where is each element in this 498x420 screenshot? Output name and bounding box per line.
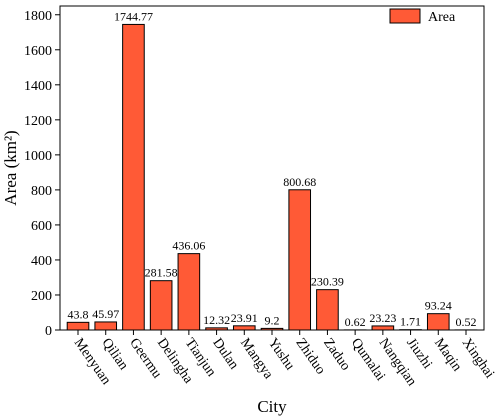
y-tick-label: 0 (45, 324, 52, 339)
data-label-nangqian: 23.23 (369, 311, 396, 325)
y-tick-label: 1600 (24, 44, 52, 59)
bar-menyuan (66, 321, 90, 331)
bar-geermu (122, 23, 145, 331)
y-tick-label: 600 (31, 219, 52, 234)
data-label-qumalai: 0.62 (345, 315, 366, 329)
data-label-yushu: 9.2 (265, 313, 280, 327)
data-label-tianjun: 436.06 (172, 239, 205, 253)
data-label-maqin: 93.24 (425, 299, 452, 313)
data-label-zaduo: 230.39 (311, 275, 344, 289)
y-tick-label: 1200 (24, 114, 52, 129)
data-labels: 43.8 45.97 1744.77 281.58 436.06 12.32 23.91 9.… (68, 9, 477, 328)
data-label-delingha: 281.58 (145, 266, 178, 280)
data-label-xinghai: 0.52 (455, 315, 476, 329)
data-label-qilian: 45.97 (92, 307, 119, 321)
legend-swatch (389, 8, 421, 24)
bar-delingha (149, 280, 173, 331)
legend-label: Area (428, 10, 456, 25)
y-tick-label: 1800 (24, 9, 52, 24)
data-label-menyuan: 43.8 (68, 307, 89, 321)
legend: Area (389, 8, 456, 25)
x-axis-title: City (257, 397, 287, 416)
data-label-mangya: 23.91 (231, 311, 258, 325)
plot-frame (59, 5, 485, 331)
y-tick-label: 400 (31, 254, 52, 269)
y-axis-title: Area (km²) (1, 130, 20, 205)
data-label-jiuzhi: 1.71 (400, 315, 421, 329)
bar-tianjun (177, 253, 201, 331)
y-tick-label: 200 (31, 289, 52, 304)
bar-mangya (232, 325, 256, 331)
y-tick-label: 1000 (24, 149, 52, 164)
bars (66, 23, 478, 331)
x-axis-ticks: MenyuanQilianGeermuDelinghaTianjunDulanM… (71, 330, 497, 389)
data-label-zhiduo: 800.68 (283, 175, 316, 189)
bar-maqin (426, 313, 450, 331)
bar-zaduo (316, 289, 339, 331)
bar-zhiduo (288, 189, 312, 331)
data-label-geermu: 1744.77 (114, 9, 153, 23)
y-tick-label: 800 (31, 184, 52, 199)
y-tick-label: 1400 (24, 79, 52, 94)
x-tick-label-maqin: Maqin (431, 336, 464, 375)
bar-nangqian (371, 325, 395, 331)
x-tick-label-xinghai: Xinghai (459, 336, 497, 382)
bar-qilian (94, 321, 118, 331)
y-axis-ticks: 0 200 400 600 800 1000 1200 1400 1600 1800 (24, 9, 60, 339)
data-label-dulan: 12.32 (203, 313, 230, 327)
